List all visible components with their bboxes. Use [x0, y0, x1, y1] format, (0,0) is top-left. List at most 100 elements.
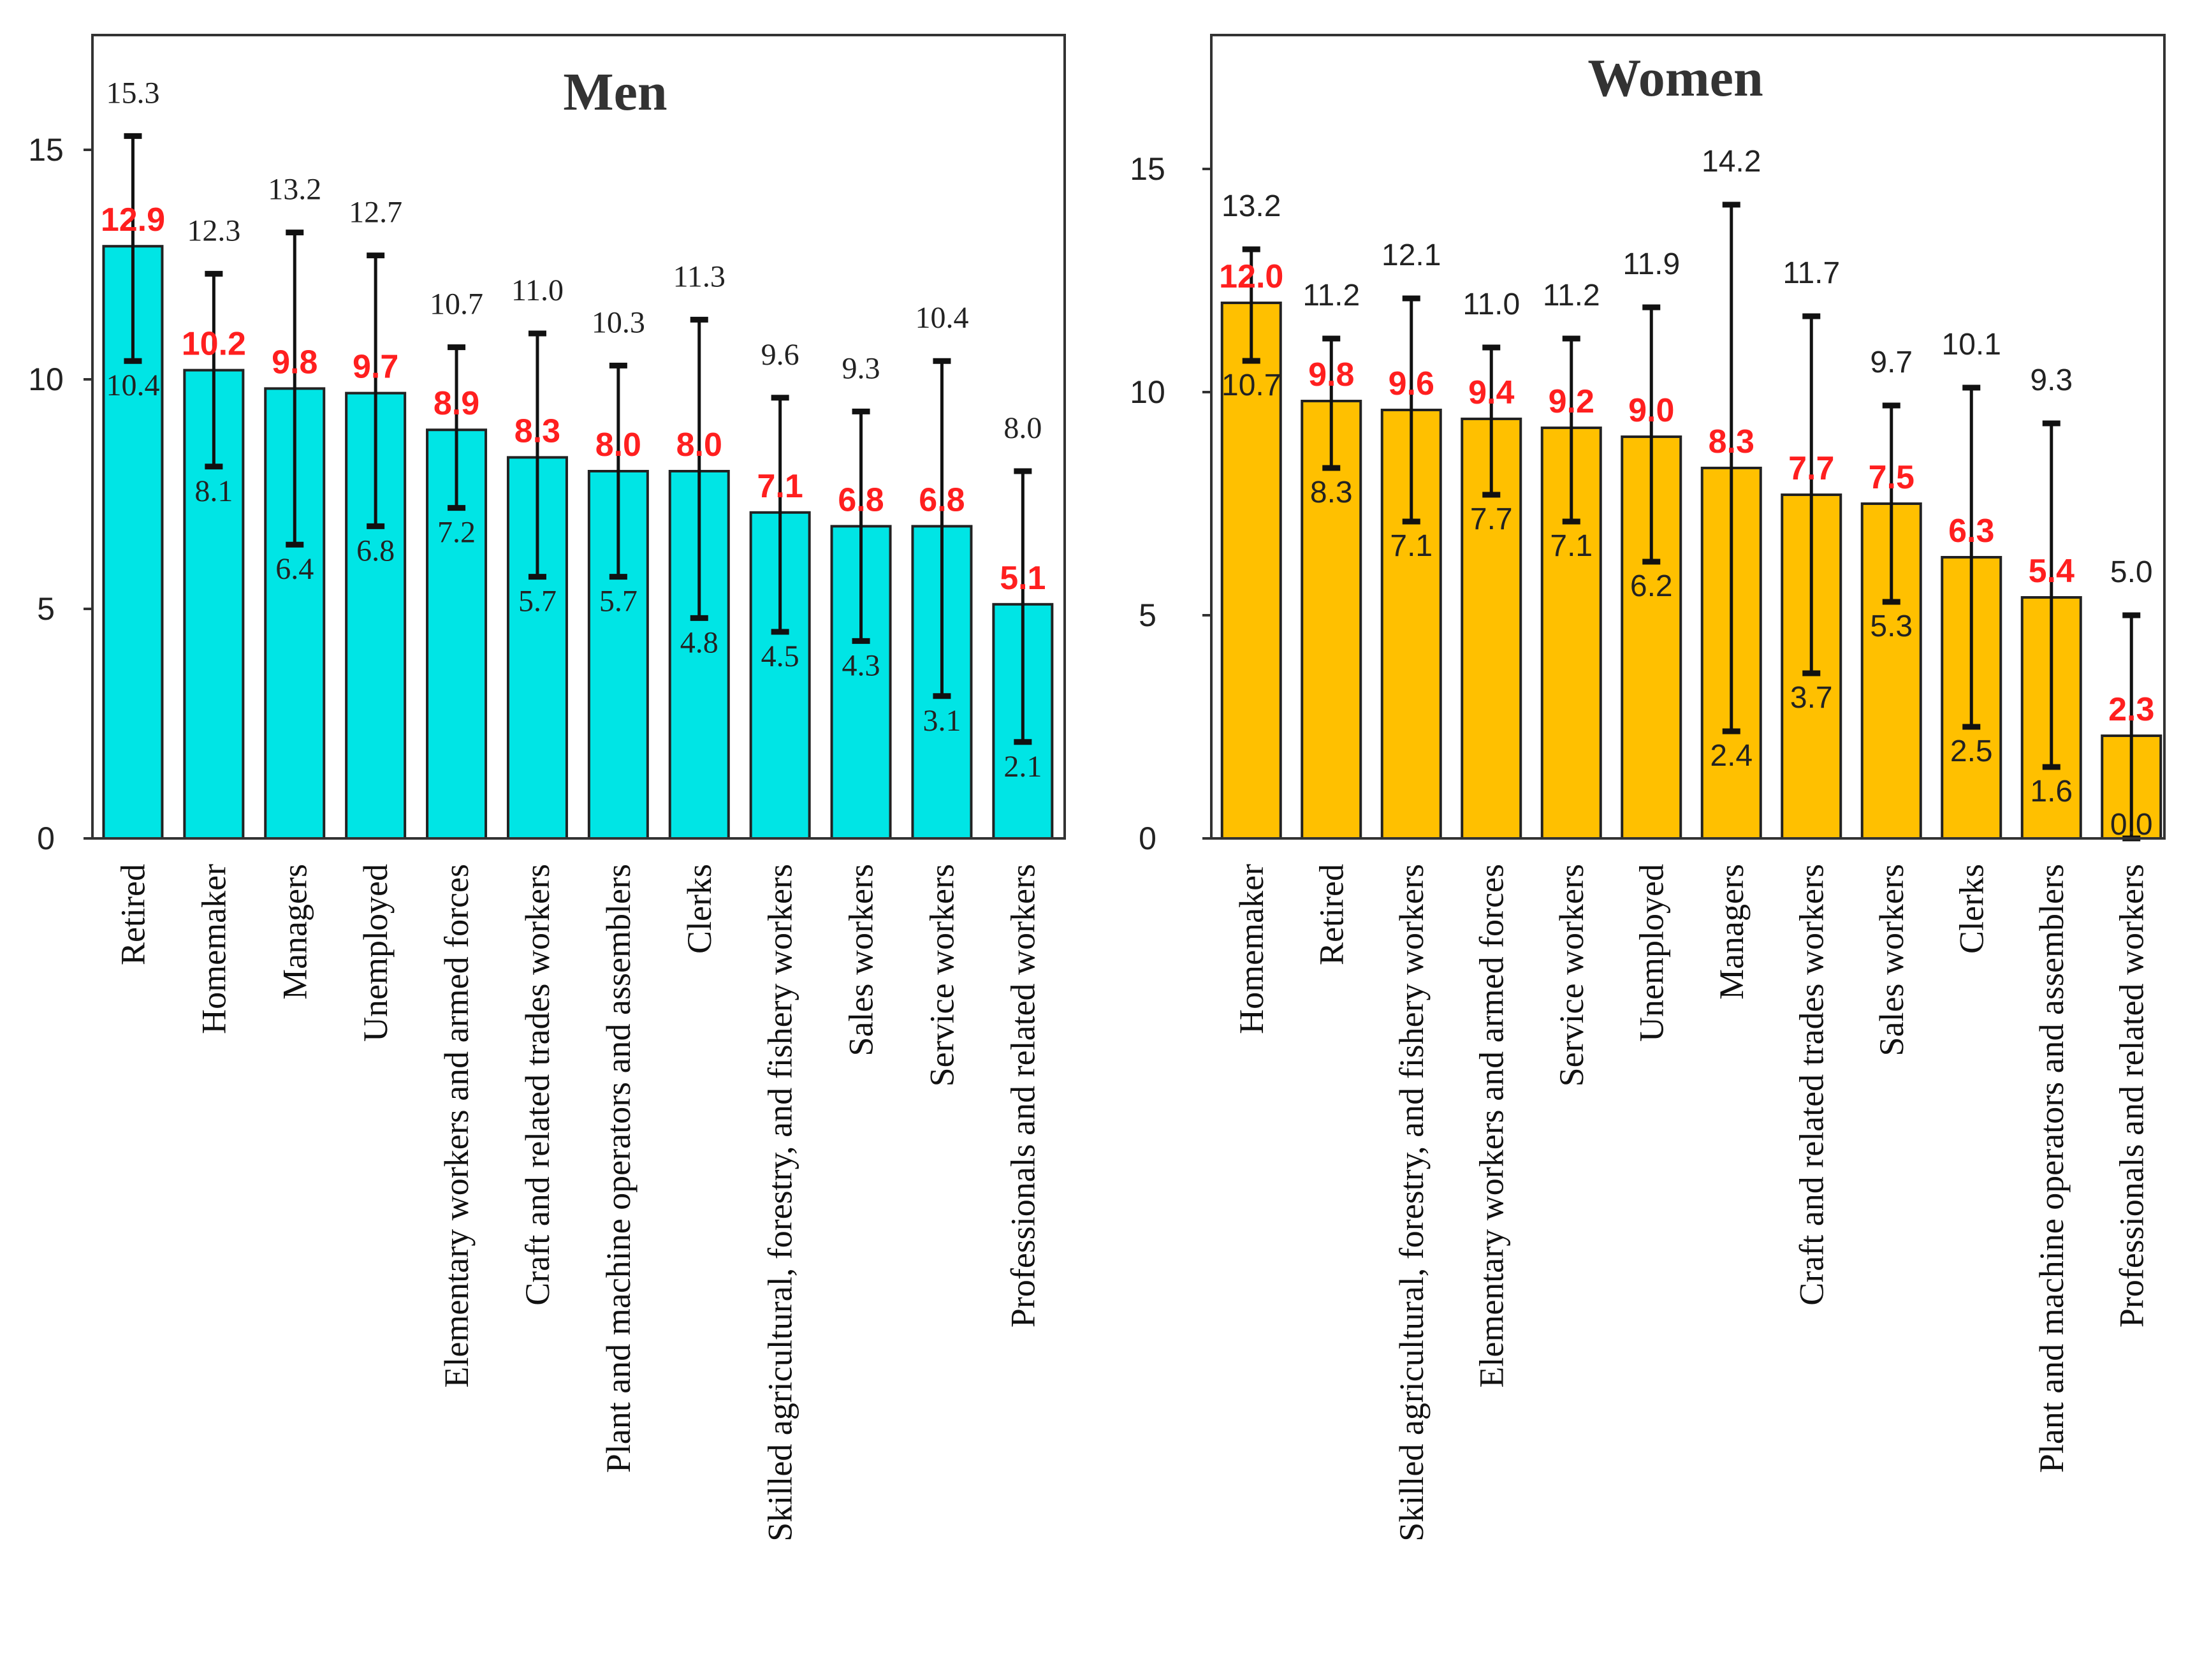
value-label-unemployed: 9.7	[353, 349, 398, 386]
value-label-homemaker: 10.2	[182, 326, 246, 363]
category-label-skilled-agricultural-forestry-and-fishery-workers: Skilled agricultural, forestry, and fish…	[761, 864, 799, 1542]
category-label-craft-and-related-trades-workers: Craft and related trades workers	[1792, 864, 1830, 1306]
value-label-sales-workers: 7.5	[1869, 459, 1914, 496]
lower-label-retired: 8.3	[1310, 476, 1353, 509]
upper-label-professionals-and-related-workers: 5.0	[2110, 555, 2153, 589]
lower-label-professionals-and-related-workers: 2.1	[1003, 750, 1042, 784]
bar-homemaker	[1220, 302, 1282, 840]
lower-label-elementary-workers-and-armed-forces: 7.7	[1470, 502, 1513, 536]
lower-label-managers: 2.4	[1710, 739, 1753, 773]
men-chart-panel: 15.3 12.9 10.4 Retired 12.3 10.2 8.1 Homemaker 1…	[28, 34, 1066, 1542]
category-label-service-workers: Service workers	[1552, 864, 1591, 1086]
lower-label-sales-workers: 5.3	[1870, 610, 1913, 643]
lower-label-service-workers: 3.1	[923, 704, 961, 738]
lower-label-skilled-agricultural-forestry-and-fishery-workers: 7.1	[1390, 529, 1433, 563]
upper-label-skilled-agricultural-forestry-and-fishery-workers: 12.1	[1382, 238, 1441, 272]
category-label-clerks: Clerks	[1952, 864, 1990, 954]
lower-label-sales-workers: 4.3	[842, 648, 880, 682]
category-label-managers: Managers	[1712, 864, 1751, 1000]
lower-label-clerks: 4.8	[680, 625, 718, 659]
value-label-clerks: 6.3	[1948, 513, 1994, 550]
lower-label-elementary-workers-and-armed-forces: 7.2	[437, 516, 476, 550]
lower-label-craft-and-related-trades-workers: 3.7	[1790, 681, 1833, 715]
value-label-professionals-and-related-workers: 2.3	[2108, 691, 2154, 728]
upper-label-homemaker: 13.2	[1222, 189, 1281, 223]
category-label-sales-workers: Sales workers	[842, 864, 880, 1056]
category-label-clerks: Clerks	[680, 864, 718, 954]
category-label-plant-and-machine-operators-and-assemblers: Plant and machine operators and assemble…	[599, 864, 638, 1473]
upper-label-elementary-workers-and-armed-forces: 11.0	[1462, 288, 1520, 321]
lower-label-retired: 10.4	[106, 369, 159, 402]
category-label-retired: Retired	[113, 864, 152, 965]
y-tick-label: 0	[37, 821, 55, 856]
upper-label-professionals-and-related-workers: 8.0	[1003, 411, 1042, 445]
upper-label-service-workers: 10.4	[915, 301, 968, 335]
value-label-skilled-agricultural-forestry-and-fishery-workers: 9.6	[1389, 365, 1434, 402]
value-label-retired: 9.8	[1308, 356, 1354, 393]
lower-label-homemaker: 8.1	[194, 474, 233, 508]
value-label-unemployed: 9.0	[1628, 392, 1674, 429]
upper-label-sales-workers: 9.3	[842, 351, 880, 385]
upper-label-unemployed: 11.9	[1623, 247, 1680, 281]
value-label-plant-and-machine-operators-and-assemblers: 5.4	[2029, 553, 2075, 590]
value-label-sales-workers: 6.8	[838, 481, 884, 518]
category-label-homemaker: Homemaker	[194, 864, 233, 1034]
lower-label-professionals-and-related-workers: 0.0	[2110, 808, 2153, 842]
plot-frame	[91, 34, 1066, 840]
category-label-elementary-workers-and-armed-forces: Elementary workers and armed forces	[1472, 864, 1510, 1388]
y-tick-label: 15	[1130, 151, 1165, 187]
value-label-service-workers: 9.2	[1549, 383, 1594, 420]
value-label-clerks: 8.0	[676, 427, 722, 464]
y-tick-label: 10	[1130, 374, 1165, 410]
upper-label-plant-and-machine-operators-and-assemblers: 9.3	[2030, 363, 2073, 397]
y-tick-label: 10	[28, 362, 64, 397]
upper-label-elementary-workers-and-armed-forces: 10.7	[430, 288, 483, 321]
value-label-plant-and-machine-operators-and-assemblers: 8.0	[595, 427, 641, 464]
category-label-managers: Managers	[275, 864, 314, 1000]
lower-label-plant-and-machine-operators-and-assemblers: 5.7	[599, 585, 638, 618]
lower-label-clerks: 2.5	[1950, 734, 1993, 768]
upper-label-managers: 14.2	[1702, 145, 1761, 179]
value-label-elementary-workers-and-armed-forces: 9.4	[1468, 374, 1514, 411]
chart-title: Men	[563, 62, 667, 122]
upper-label-unemployed: 12.7	[349, 196, 402, 230]
value-label-elementary-workers-and-armed-forces: 8.9	[434, 385, 479, 422]
lower-label-skilled-agricultural-forestry-and-fishery-workers: 4.5	[761, 639, 799, 673]
category-label-professionals-and-related-workers: Professionals and related workers	[1003, 864, 1042, 1327]
category-label-homemaker: Homemaker	[1232, 864, 1271, 1034]
value-label-homemaker: 12.0	[1219, 258, 1283, 295]
upper-label-service-workers: 11.2	[1543, 279, 1600, 312]
value-label-craft-and-related-trades-workers: 8.3	[514, 413, 560, 449]
category-label-plant-and-machine-operators-and-assemblers: Plant and machine operators and assemble…	[2032, 864, 2071, 1473]
category-label-service-workers: Service workers	[923, 864, 961, 1086]
upper-label-homemaker: 12.3	[187, 214, 240, 247]
lower-label-service-workers: 7.1	[1550, 529, 1593, 563]
lower-label-unemployed: 6.8	[356, 534, 395, 567]
value-label-managers: 9.8	[272, 344, 317, 381]
category-label-craft-and-related-trades-workers: Craft and related trades workers	[518, 864, 557, 1306]
lower-label-plant-and-machine-operators-and-assemblers: 1.6	[2030, 775, 2073, 808]
lower-label-unemployed: 6.2	[1630, 569, 1673, 603]
category-label-professionals-and-related-workers: Professionals and related workers	[2112, 864, 2150, 1327]
category-label-unemployed: Unemployed	[356, 864, 395, 1042]
category-label-retired: Retired	[1312, 864, 1350, 965]
y-tick-label: 5	[37, 591, 55, 627]
chart-title: Women	[1587, 48, 1763, 108]
lower-label-managers: 6.4	[275, 552, 314, 586]
value-label-service-workers: 6.8	[919, 481, 965, 518]
category-label-unemployed: Unemployed	[1632, 864, 1670, 1042]
lower-label-homemaker: 10.7	[1222, 369, 1281, 402]
plot-frame	[1210, 34, 2166, 840]
value-label-retired: 12.9	[101, 201, 165, 238]
category-label-sales-workers: Sales workers	[1872, 864, 1911, 1056]
y-tick-label: 15	[28, 132, 64, 168]
category-label-elementary-workers-and-armed-forces: Elementary workers and armed forces	[437, 864, 476, 1388]
upper-label-clerks: 11.3	[673, 259, 726, 293]
women-chart-panel: 13.2 12.0 10.7 Homemaker 11.2 9.8 8.3 Retired 12…	[1130, 34, 2166, 1542]
upper-label-sales-workers: 9.7	[1870, 346, 1913, 379]
upper-label-managers: 13.2	[268, 173, 321, 207]
upper-label-retired: 15.3	[106, 76, 159, 110]
category-label-skilled-agricultural-forestry-and-fishery-workers: Skilled agricultural, forestry, and fish…	[1392, 864, 1431, 1542]
upper-label-craft-and-related-trades-workers: 11.7	[1783, 256, 1840, 290]
